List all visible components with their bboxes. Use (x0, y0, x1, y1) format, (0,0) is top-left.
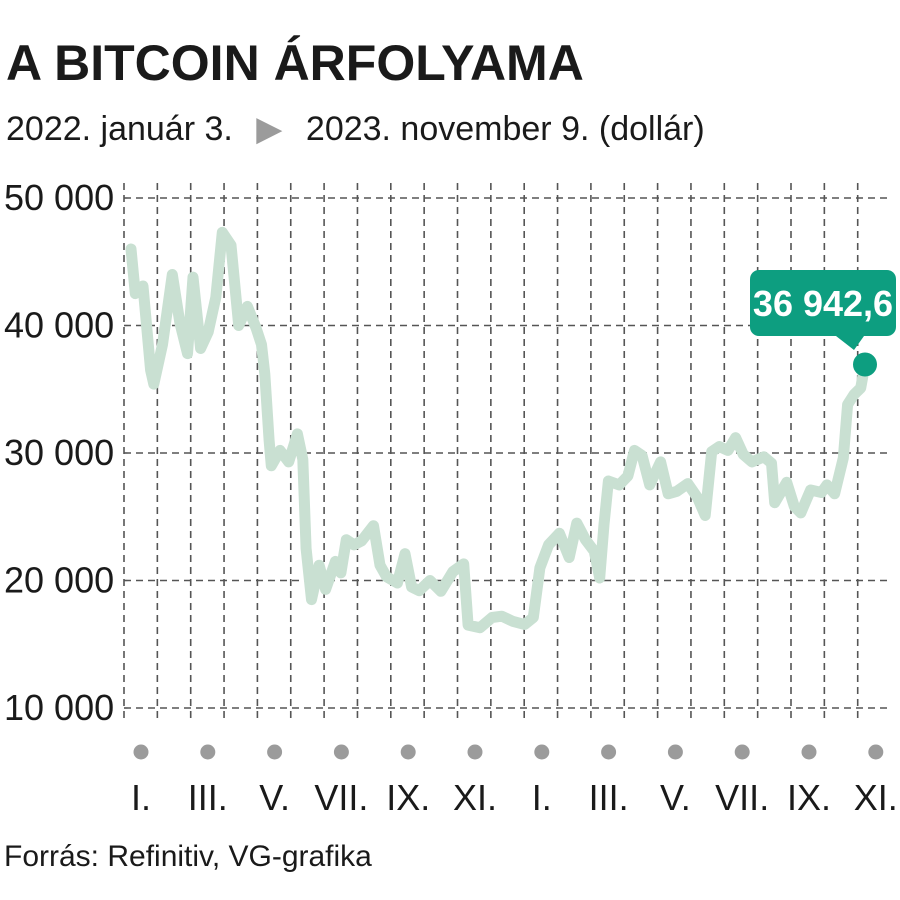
price-series-line (125, 226, 871, 634)
callout-pointer (836, 336, 864, 350)
last-value-label: 36 942,6 (753, 283, 893, 324)
x-tick-label: V. (660, 777, 691, 818)
chart-title: A BITCOIN ÁRFOLYAMA (6, 35, 584, 91)
grid-layer (123, 183, 888, 718)
y-axis-labels: 10 000 20 000 30 000 40 000 50 000 (4, 177, 114, 728)
x-tick-label: IX. (386, 777, 430, 818)
month-dot-marker (601, 744, 617, 760)
series-layer (125, 226, 877, 634)
y-tick-label: 50 000 (4, 177, 114, 218)
chart-subtitle: 2022. január 3. ▶ 2023. november 9. (dol… (6, 110, 705, 148)
x-tick-label: VII. (314, 777, 368, 818)
subtitle-start-date: 2022. január 3. (6, 110, 233, 148)
subtitle-end-date: 2023. november 9. (dollár) (306, 110, 705, 148)
month-dot-marker (667, 744, 683, 760)
callout-box (750, 270, 896, 336)
x-tick-label: XI. (854, 777, 898, 818)
month-dot-marker (267, 744, 283, 760)
y-tick-label: 20 000 (4, 560, 114, 601)
x-tick-label: VII. (715, 777, 769, 818)
source-note: Forrás: Refinitiv, VG-grafika (4, 840, 372, 873)
month-dot-marker (868, 744, 884, 760)
month-dot-marker (534, 744, 550, 760)
x-axis-month-markers: I. III. V. VII. IX. XI. I. III. V. VII. IX. XI. (131, 744, 898, 818)
x-tick-label: III. (188, 777, 228, 818)
month-dot-marker (200, 744, 216, 760)
x-tick-label: IX. (787, 777, 831, 818)
month-dot-marker (801, 744, 817, 760)
x-tick-label: I. (532, 777, 552, 818)
month-dot-marker (734, 744, 750, 760)
x-tick-label: XI. (453, 777, 497, 818)
y-tick-label: 10 000 (4, 687, 114, 728)
x-tick-label: V. (259, 777, 290, 818)
month-dot-marker (467, 744, 483, 760)
subtitle-arrow-icon: ▶ (256, 110, 283, 148)
y-tick-label: 40 000 (4, 305, 114, 346)
month-dot-marker (133, 744, 149, 760)
last-value-callout: 36 942,6 (750, 270, 896, 350)
month-dot-marker (400, 744, 416, 760)
x-tick-label: I. (131, 777, 151, 818)
y-tick-label: 30 000 (4, 432, 114, 473)
month-dot-marker (333, 744, 349, 760)
last-value-marker (853, 352, 877, 377)
x-tick-label: III. (589, 777, 629, 818)
